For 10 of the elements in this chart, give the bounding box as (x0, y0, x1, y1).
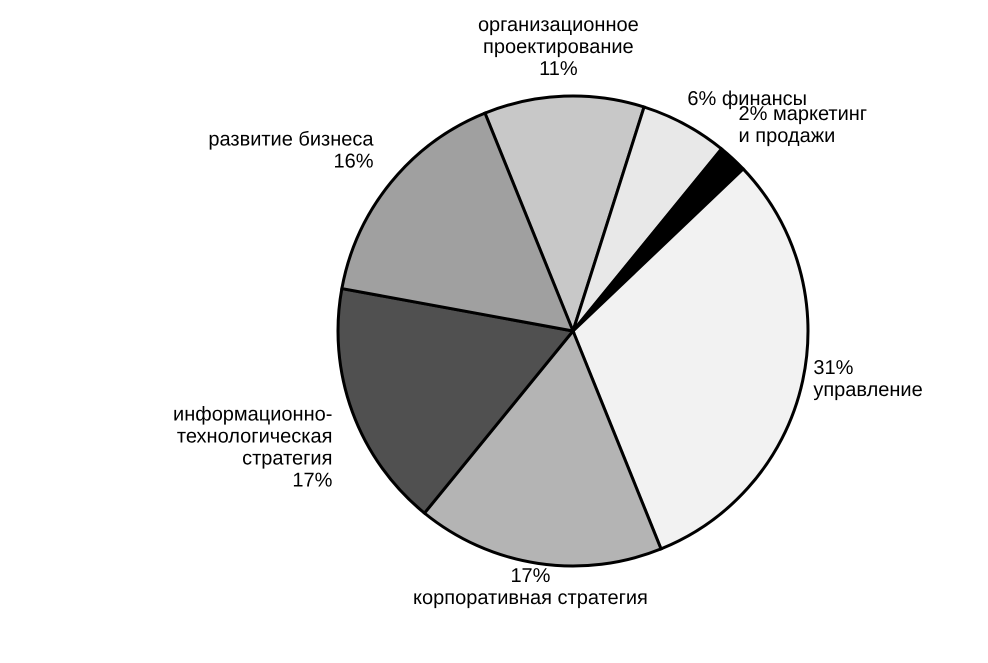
slice-label: управление (813, 379, 923, 402)
slice-label: организационное проектирование (478, 14, 639, 58)
slice-label: корпоративная стратегия (413, 587, 648, 610)
data-label: 31% (813, 357, 854, 380)
data-label: 11% (539, 58, 578, 80)
data-label: 17% (510, 565, 551, 588)
data-label: 16% (333, 150, 374, 172)
data-label: 17% (292, 470, 333, 492)
slice-label: информационно-технологическая стратегия (173, 404, 332, 470)
slice-label: развитие бизнеса (208, 128, 374, 150)
